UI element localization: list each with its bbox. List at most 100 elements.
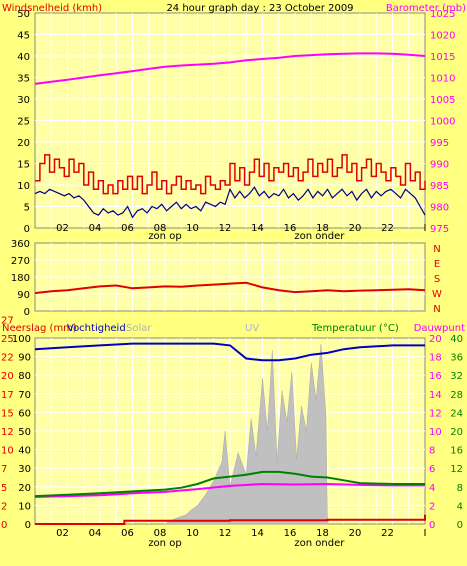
rain-tick-label: 17 xyxy=(1,390,14,401)
dewpoint-tick-label: 4 xyxy=(429,483,435,494)
direction-panel-marks xyxy=(34,281,426,295)
humidity-tick-label: 60 xyxy=(18,408,31,419)
wind-panel-marks xyxy=(34,52,426,219)
x-tick-label: 12 xyxy=(219,528,232,539)
direction-tick-label: 270 xyxy=(11,256,30,267)
x-tick-label: 02 xyxy=(56,528,69,539)
temperature-line xyxy=(34,470,425,498)
temperature-tick-label: 4 xyxy=(457,501,463,512)
temp-panel-ticks: 0257101215172022252701020304050607080901… xyxy=(1,315,463,549)
rain-tick-label: 25 xyxy=(1,334,14,345)
temperature-tick-label: 36 xyxy=(450,353,463,364)
wind-tick-label: 45 xyxy=(17,31,30,42)
temp-panel-marks xyxy=(34,342,426,525)
x-tick-label: 16 xyxy=(284,528,297,539)
humidity-tick-label: 100 xyxy=(12,334,31,345)
rain-tick-label: 0 xyxy=(1,520,7,531)
direction-tick-label: 360 xyxy=(11,239,30,250)
humidity-axis-label: Vochtigheid xyxy=(67,323,126,334)
compass-tick-label: N xyxy=(433,304,440,315)
dewpoint-tick-label: 16 xyxy=(429,371,442,382)
wind-tick-label: 15 xyxy=(17,160,30,171)
wind-average-line xyxy=(34,186,426,219)
dewpoint-tick-label: 12 xyxy=(429,408,442,419)
temperature-tick-label: 28 xyxy=(450,390,463,401)
x-tick-label: 08 xyxy=(154,223,167,234)
dewpoint-tick-label: 6 xyxy=(429,464,435,475)
temperature-tick-label: 24 xyxy=(450,408,463,419)
rain-line xyxy=(35,514,426,525)
barometer-tick-label: 1010 xyxy=(430,74,455,85)
compass-tick-label: W xyxy=(432,289,442,300)
dewpoint-tick-label: 10 xyxy=(429,427,442,438)
wind-tick-label: 20 xyxy=(17,138,30,149)
rain-tick-label: 2 xyxy=(1,501,7,512)
rain-axis-label: Neerslag (mm) xyxy=(2,323,77,334)
dewpoint-tick-label: 8 xyxy=(429,446,435,457)
barometer-tick-label: 1020 xyxy=(430,31,455,42)
uv-label: UV xyxy=(245,323,259,334)
rain-tick-label: 15 xyxy=(1,408,14,419)
solar-label: Solar xyxy=(126,323,152,334)
direction-panel-grid xyxy=(35,243,425,311)
temperature-tick-label: 8 xyxy=(457,483,463,494)
temperature-tick-label: 12 xyxy=(450,464,463,475)
barometer-tick-label: 1000 xyxy=(430,117,455,128)
rain-tick-label: 20 xyxy=(1,371,14,382)
wind-axis-label: Windsnelheid (kmh) xyxy=(2,3,102,14)
wind-tick-label: 10 xyxy=(17,181,30,192)
barometer-axis-label: Barometer (mb) xyxy=(386,3,466,14)
dewpoint-line xyxy=(34,482,425,498)
dewpoint-tick-label: 0 xyxy=(429,520,435,531)
humidity-tick-label: 50 xyxy=(18,427,31,438)
compass-tick-label: N xyxy=(433,244,440,255)
wind-tick-label: 40 xyxy=(17,52,30,63)
barometer-tick-label: 975 xyxy=(430,224,449,235)
x-tick-label: 08 xyxy=(154,528,167,539)
wind-direction-line xyxy=(34,281,426,295)
barometer-tick-label: 1025 xyxy=(430,9,455,20)
temperature-tick-label: 32 xyxy=(450,371,463,382)
wind-gust-line xyxy=(35,154,426,195)
x-tick-label: 20 xyxy=(349,528,362,539)
wind-tick-label: 30 xyxy=(17,95,30,106)
wind-tick-label: 5 xyxy=(24,203,30,214)
x-tick-label: 14 xyxy=(251,223,264,234)
x-tick-label: 16 xyxy=(284,223,297,234)
dewpoint-axis-label: Dauwpunt xyxy=(414,323,465,334)
barometer-tick-label: 980 xyxy=(430,203,449,214)
barometer-tick-label: 990 xyxy=(430,160,449,171)
x-tick-label: 10 xyxy=(186,528,199,539)
barometer-tick-label: 1005 xyxy=(430,95,455,106)
wind-tick-label: 25 xyxy=(17,117,30,128)
barometer-tick-label: 985 xyxy=(430,181,449,192)
dewpoint-tick-label: 14 xyxy=(429,390,442,401)
x-tick-label: 12 xyxy=(219,223,232,234)
temperature-tick-label: 20 xyxy=(450,427,463,438)
humidity-tick-label: 20 xyxy=(18,483,31,494)
rain-tick-label: 5 xyxy=(1,483,7,494)
dewpoint-tick-label: 18 xyxy=(429,353,442,364)
compass-tick-label: E xyxy=(434,259,440,270)
wind-tick-label: 50 xyxy=(17,9,30,20)
x-tick-label: 20 xyxy=(349,223,362,234)
rain-tick-label: 12 xyxy=(1,427,14,438)
barometer-tick-label: 1015 xyxy=(430,52,455,63)
direction-tick-label: 0 xyxy=(24,307,30,318)
humidity-line xyxy=(34,342,425,362)
sunset-label: zon onder xyxy=(294,231,345,242)
direction-tick-label: 180 xyxy=(11,273,30,284)
x-tick-label: 14 xyxy=(251,528,264,539)
humidity-tick-label: 40 xyxy=(18,446,31,457)
wind-panel-grid xyxy=(35,13,425,228)
x-tick-label: 06 xyxy=(121,528,134,539)
rain-tick-label: 22 xyxy=(1,353,14,364)
rain-tick-label: 7 xyxy=(1,464,7,475)
wind-panel-ticks: 0510152025303540455097598098599099510001… xyxy=(17,9,455,242)
humidity-tick-label: 0 xyxy=(25,520,31,531)
rain-tick-label: 10 xyxy=(1,446,14,457)
rain-tick-label: 27 xyxy=(1,315,14,326)
sunrise-label: zon op xyxy=(148,538,181,549)
